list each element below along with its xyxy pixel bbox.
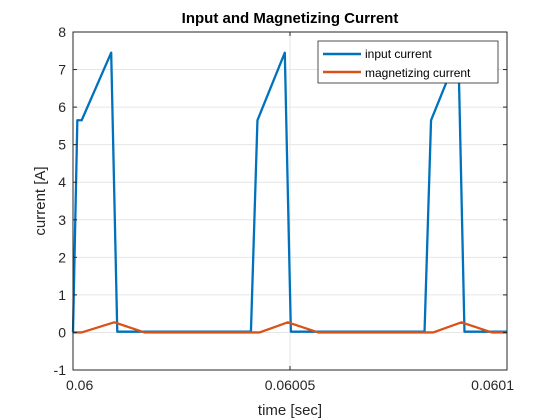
x-tick-label: 0.06005: [265, 377, 316, 393]
y-tick-label: 3: [58, 212, 66, 228]
legend-label-input-current: input current: [365, 47, 432, 61]
y-tick-label: 6: [58, 99, 66, 115]
y-tick-label: 7: [58, 62, 66, 78]
y-tick-label: 1: [58, 287, 66, 303]
y-tick-label: 2: [58, 249, 66, 265]
x-tick-label: 0.06: [66, 377, 93, 393]
x-tick-label: 0.0601: [471, 377, 514, 393]
x-axis-label: time [sec]: [258, 402, 322, 419]
y-tick-label: 4: [58, 174, 66, 190]
y-tick-label: -1: [54, 362, 67, 378]
y-tick-label: 8: [58, 24, 66, 40]
legend-label-magnetizing-current: magnetizing current: [365, 66, 471, 80]
y-axis-label: current [A]: [32, 166, 49, 235]
chart-title: Input and Magnetizing Current: [182, 10, 399, 27]
y-tick-label: 5: [58, 137, 66, 153]
y-tick-label: 0: [58, 324, 66, 340]
legend: input current magnetizing current: [318, 41, 498, 83]
